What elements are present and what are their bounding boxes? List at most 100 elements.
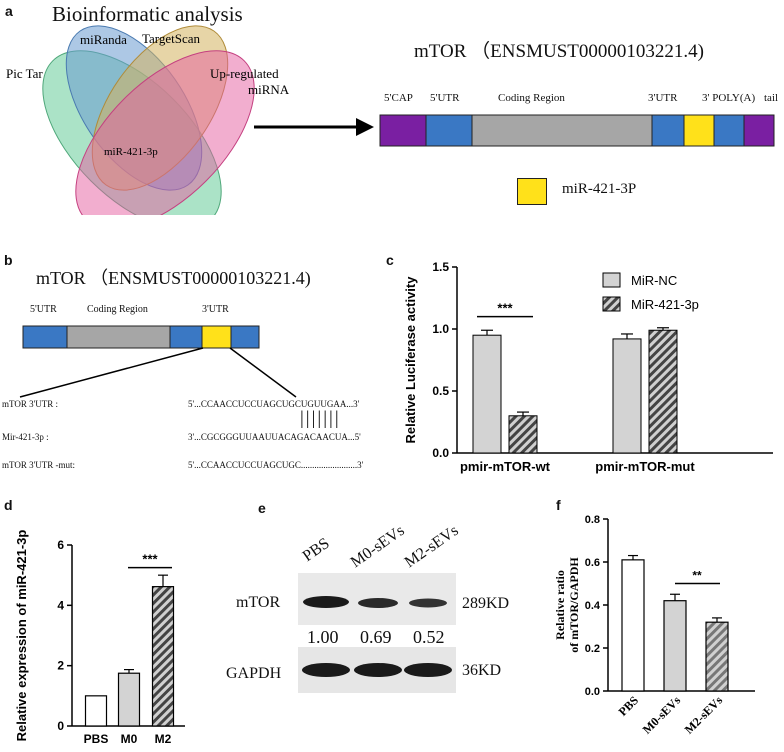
legend-swatch-nc xyxy=(602,272,621,288)
y-tick-label: 4 xyxy=(57,598,64,612)
y-axis-label-line1: Relative ratio xyxy=(553,570,567,640)
seg-label-5utr: 5'UTR xyxy=(430,92,460,104)
bar-PBS xyxy=(621,559,645,692)
seg-label-coding: Coding Region xyxy=(498,92,565,104)
seq-value-mut: 5'...CCAACCUCCUAGCUGC...................… xyxy=(188,460,364,470)
seg-label-tail: tail xyxy=(764,92,779,104)
x-tick-label: pmir-mTOR-wt xyxy=(460,459,551,474)
panel-label-f: f xyxy=(556,497,561,513)
significance-label: *** xyxy=(497,301,513,316)
x-tick-label: M2 xyxy=(155,732,172,746)
venn-label-pictar: Pic Tar xyxy=(6,66,43,81)
legend-swatch-site xyxy=(517,178,547,205)
bar-PBS xyxy=(84,695,108,727)
y-tick-label: 1.5 xyxy=(432,260,449,274)
lane-label-pbs: PBS xyxy=(299,534,333,566)
bar-M0 xyxy=(117,672,141,727)
protein-label-mtor: mTOR xyxy=(236,594,281,611)
x-tick-label: PBS xyxy=(84,732,109,746)
legend-label-nc: MiR-NC xyxy=(631,273,677,288)
legend-swatch-mir xyxy=(602,296,621,312)
x-tick-label: PBS xyxy=(616,693,642,719)
x-tick-label: M0 xyxy=(121,732,138,746)
gene-title-a: mTOR （ENSMUST00000103221.4) xyxy=(414,41,704,62)
segment-b-5utr xyxy=(22,325,68,349)
panel-label-b: b xyxy=(4,252,13,268)
protein-size-mtor: 289KD xyxy=(462,595,510,612)
segment-b-site xyxy=(201,325,232,349)
seg-label-polya: 3' POLY(A) xyxy=(702,92,756,104)
y-tick-label: 0.8 xyxy=(585,514,600,526)
quant-pbs: 1.00 xyxy=(307,627,339,647)
band-gapdh-pbs xyxy=(302,663,350,677)
panel-label-c: c xyxy=(386,252,394,268)
seg-b-label-coding: Coding Region xyxy=(87,304,148,315)
y-tick-label: 6 xyxy=(57,538,64,552)
segment-5cap xyxy=(379,114,427,147)
venn-ellipse-upregulated xyxy=(75,50,255,215)
panel-label-e: e xyxy=(258,500,266,516)
y-axis-label: Relative expression of miR-421-3p xyxy=(14,530,29,742)
segment-b-coding xyxy=(66,325,171,349)
arrow-icon xyxy=(254,118,374,136)
seq-value-utr: 5'...CCAACCUCCUAGCUGCUGUUGAA...3' xyxy=(188,399,360,409)
chart-f: 0.0 0.2 0.4 0.6 0.8 Relative ratio of mTOR/GAP… xyxy=(553,514,755,737)
seg-b-label-3utr: 3'UTR xyxy=(202,304,229,315)
venn-diagram: Pic Tar miRanda TargetScan Up-regulated … xyxy=(6,25,290,215)
seq-name-utr: mTOR 3'UTR : xyxy=(2,399,58,409)
zoom-line-left xyxy=(19,347,204,398)
segment-binding-site xyxy=(683,114,715,147)
seq-name-mut: mTOR 3'UTR -mut: xyxy=(2,460,75,470)
transcript-bar-b xyxy=(19,325,297,398)
significance-label: *** xyxy=(142,552,158,567)
seq-name-mir: Mir-421-3p : xyxy=(2,432,49,442)
seg-b-label-5utr: 5'UTR xyxy=(30,304,57,315)
y-tick-label: 2 xyxy=(57,659,64,673)
bar-M2 xyxy=(151,586,175,727)
segment-3utr-left xyxy=(651,114,685,147)
band-gapdh-m0 xyxy=(354,663,402,677)
seq-value-mir: 3'...CGCGGGUUAAUUACAGACAACUA...5' xyxy=(188,432,361,442)
venn-label-miranda: miRanda xyxy=(80,32,127,47)
band-mtor-m0 xyxy=(358,598,398,608)
y-axis-label: Relative Luciferase activity xyxy=(403,276,418,444)
segment-coding xyxy=(471,114,653,147)
protein-size-gapdh: 36KD xyxy=(462,662,502,679)
segment-b-3utr-right xyxy=(230,325,260,349)
western-blot xyxy=(298,573,456,693)
venn-label-upregulated-2: miRNA xyxy=(248,82,290,97)
lane-label-m0: M0-sEVs xyxy=(347,522,408,572)
x-tick-label: M2-sEVs xyxy=(682,693,726,737)
transcript-bar xyxy=(379,114,775,147)
chart-c: 0.0 0.5 1.0 1.5 Relative Luciferase activity… xyxy=(403,260,773,474)
y-tick-label: 0.5 xyxy=(432,384,449,398)
segment-3utr-right xyxy=(713,114,745,147)
y-tick-label: 0.6 xyxy=(585,557,600,569)
bar-pmir-mTOR-wt-MiR-NC xyxy=(472,334,502,454)
significance-label: ** xyxy=(692,569,702,583)
y-tick-label: 0.0 xyxy=(585,686,600,698)
legend-label-mir: MiR-421-3p xyxy=(631,297,699,312)
venn-title: Bioinformatic analysis xyxy=(52,2,243,26)
lane-label-m2: M2-sEVs xyxy=(401,522,462,572)
bar-M0-sEVs xyxy=(663,600,687,692)
y-tick-label: 0.0 xyxy=(432,446,449,460)
segment-5utr xyxy=(425,114,473,147)
quant-m0: 0.69 xyxy=(360,627,392,647)
pairing-bars: ||||||| xyxy=(300,408,341,429)
segment-b-3utr-left xyxy=(169,325,203,349)
bar-pmir-mTOR-mut-MiR-421-3p xyxy=(648,329,678,454)
y-tick-label: 0.2 xyxy=(585,643,600,655)
quant-m2: 0.52 xyxy=(413,627,445,647)
zoom-line-right xyxy=(229,347,297,398)
legend-label-site: miR-421-3P xyxy=(562,181,637,197)
segment-polya xyxy=(743,114,775,147)
bar-pmir-mTOR-mut-MiR-NC xyxy=(612,338,642,454)
x-tick-label: pmir-mTOR-mut xyxy=(595,459,695,474)
band-mtor-pbs xyxy=(303,596,349,608)
protein-label-gapdh: GAPDH xyxy=(226,665,282,682)
seg-label-3utr: 3'UTR xyxy=(648,92,678,104)
y-tick-label: 1.0 xyxy=(432,322,449,336)
x-tick-label: M0-sEVs xyxy=(640,693,684,737)
gene-title-b: mTOR （ENSMUST00000103221.4) xyxy=(36,268,311,288)
